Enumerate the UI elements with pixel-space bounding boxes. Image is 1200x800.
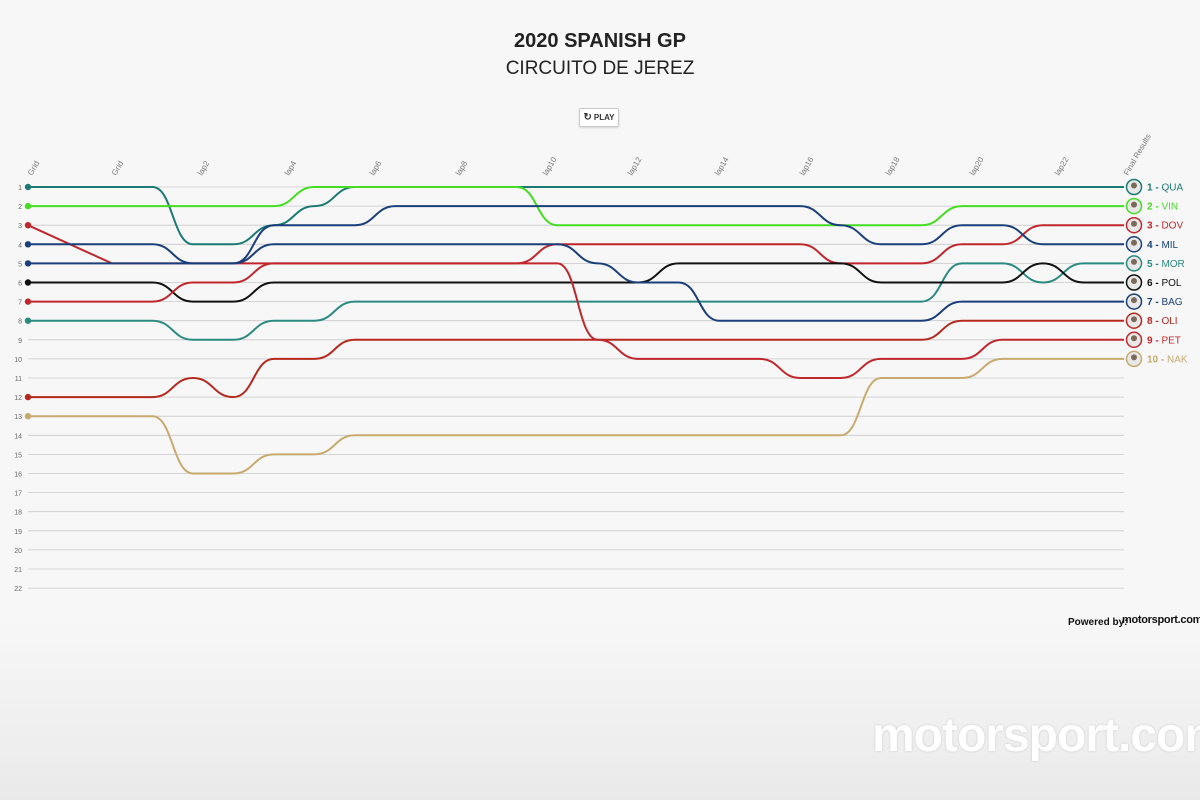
- column-label: lap12: [626, 155, 644, 177]
- rider-line-mor[interactable]: [28, 262, 1124, 341]
- position-label: 20: [14, 548, 22, 555]
- grid-dot-qua: [24, 183, 32, 191]
- chart-subtitle: CIRCUITO DE JEREZ: [505, 58, 695, 79]
- rider-line-oli[interactable]: [28, 319, 1124, 399]
- grid-dot-nak: [24, 413, 32, 420]
- column-label: lap16: [798, 155, 816, 177]
- powered-by-label: Powered by:: [1068, 617, 1128, 628]
- final-label-pet: 9 - PET: [1147, 335, 1181, 346]
- grid-dot-dov: [24, 222, 32, 229]
- replay-icon: ↻: [583, 112, 592, 123]
- position-label: 8: [18, 319, 22, 326]
- brand-logo[interactable]: motorsport.com: [1122, 614, 1200, 626]
- column-label: lap2: [196, 159, 212, 177]
- final-label-oli: 8 - OLI: [1147, 316, 1178, 327]
- avatar-head: [1131, 316, 1137, 323]
- final-label-qua: 1 - QUA: [1147, 183, 1183, 194]
- rider-line-bag[interactable]: [28, 243, 1124, 322]
- column-label: lap4: [283, 159, 299, 177]
- rider-line-mil[interactable]: [28, 205, 1124, 265]
- final-label-nak: 10 - NAK: [1147, 354, 1188, 365]
- position-label: 18: [14, 510, 22, 517]
- column-label: lap22: [1053, 155, 1071, 177]
- position-label: 5: [18, 261, 22, 268]
- column-label: lap18: [884, 155, 902, 177]
- position-label: 15: [14, 452, 22, 459]
- avatar-head: [1131, 297, 1137, 304]
- position-label: 9: [18, 338, 22, 345]
- avatar-head: [1131, 278, 1137, 284]
- position-label: 3: [18, 223, 22, 230]
- position-label: 11: [15, 376, 22, 383]
- column-label: Grid: [110, 159, 125, 177]
- final-label-mil: 4 - MIL: [1147, 240, 1179, 251]
- column-label: Grid: [26, 159, 41, 177]
- grid-dot-bag: [24, 260, 32, 267]
- avatar-head: [1131, 354, 1137, 361]
- position-label: 4: [18, 242, 22, 249]
- position-label: 19: [14, 529, 22, 536]
- column-labels: Grid Grid lap2 lap4 lap6 lap8 lap10 lap12 lap14 l…: [26, 132, 1153, 177]
- watermark: motorsport.com: [872, 709, 1200, 762]
- final-label-mor: 5 - MOR: [1147, 259, 1185, 270]
- rider-line-qua[interactable]: [28, 186, 1125, 246]
- chart-title: 2020 SPANISH GP: [514, 30, 686, 52]
- rider-line-vin[interactable]: [28, 186, 1124, 227]
- grid-dot-vin: [24, 202, 32, 210]
- play-button[interactable]: ↻ PLAY: [579, 108, 619, 127]
- grid-lines: [28, 186, 1124, 589]
- column-label: lap10: [541, 155, 559, 177]
- rider-lines: [24, 183, 1125, 475]
- position-label: 13: [14, 414, 22, 421]
- column-label: lap14: [713, 155, 731, 177]
- column-label: lap6: [368, 159, 384, 177]
- grid-dot-pol: [24, 279, 32, 286]
- column-label: Final Results: [1122, 132, 1153, 177]
- position-label: 6: [18, 281, 22, 288]
- avatar-head: [1131, 258, 1137, 265]
- avatar-head: [1131, 335, 1137, 342]
- avatar-head: [1131, 220, 1137, 227]
- column-label: lap8: [454, 159, 470, 177]
- position-label: 10: [14, 357, 22, 364]
- lap-chart: Grid Grid lap2 lap4 lap6 lap8 lap10 lap12 lap14 l…: [14, 132, 1188, 593]
- grid-dot-mor: [24, 317, 32, 324]
- final-label-dov: 3 - DOV: [1147, 221, 1183, 232]
- avatar-head: [1131, 201, 1137, 208]
- rider-line-pet[interactable]: [28, 262, 1124, 379]
- position-label: 12: [14, 395, 22, 402]
- final-results: 1 - QUA 2 - VIN 3 - DOV 4 - MIL 5 - MOR 6 - P…: [1125, 178, 1188, 368]
- grid-dot-mil: [24, 241, 32, 248]
- position-label: 16: [14, 472, 22, 479]
- column-label: lap20: [968, 155, 986, 177]
- final-label-vin: 2 - VIN: [1147, 202, 1178, 213]
- avatar-head: [1131, 182, 1137, 189]
- position-label: 17: [14, 491, 22, 498]
- rider-line-nak[interactable]: [28, 357, 1124, 475]
- position-label: 7: [18, 300, 22, 307]
- position-label: 21: [14, 567, 22, 574]
- final-label-pol: 6 - POL: [1147, 278, 1182, 289]
- avatar-head: [1131, 239, 1137, 246]
- position-label: 14: [14, 433, 22, 440]
- grid-dot-pet: [24, 298, 32, 305]
- final-label-bag: 7 - BAG: [1147, 297, 1183, 308]
- position-label: 1: [18, 185, 22, 192]
- position-label: 2: [18, 204, 22, 211]
- grid-dot-oli: [24, 393, 32, 401]
- rider-line-pol[interactable]: [28, 262, 1124, 303]
- position-label: 22: [14, 586, 22, 593]
- play-label: PLAY: [593, 113, 615, 122]
